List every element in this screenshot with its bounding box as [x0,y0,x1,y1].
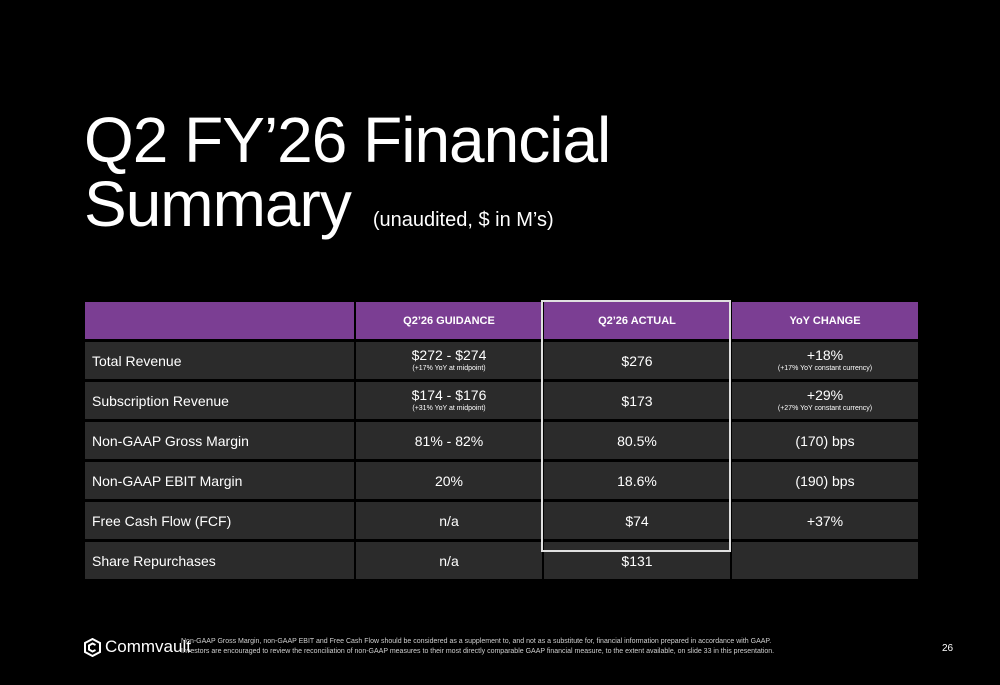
header-cell-metric [85,302,354,339]
yoy-cell [732,542,918,579]
financial-summary-table: Q2’26 GUIDANCE Q2’26 ACTUAL YoY CHANGE T… [85,302,918,582]
metric-cell: Non-GAAP Gross Margin [85,422,354,459]
logo-wordmark: Commvault [105,637,191,656]
actual-cell: $276 [544,342,730,379]
commvault-logo: Commvault [84,637,191,657]
disclaimer-line-1: Non-GAAP Gross Margin, non-GAAP EBIT and… [181,638,772,645]
slide-title: Q2 FY’26 Financial Summary (unaudited, $ … [84,108,611,252]
yoy-value: +18% [806,346,844,363]
metric-cell: Total Revenue [85,342,354,379]
metric-cell: Subscription Revenue [85,382,354,419]
guidance-cell: 20% [356,462,542,499]
guidance-note: (+17% YoY at midpoint) [412,364,486,372]
guidance-value: $272 - $274 [411,346,487,363]
yoy-cell: +37% [732,502,918,539]
guidance-value: $174 - $176 [411,386,487,403]
yoy-cell: +29% (+27% YoY constant currency) [732,382,918,419]
metric-cell: Non-GAAP EBIT Margin [85,462,354,499]
actual-cell: 80.5% [544,422,730,459]
guidance-cell: n/a [356,542,542,579]
yoy-note: (+17% YoY constant currency) [777,364,873,372]
metric-cell: Free Cash Flow (FCF) [85,502,354,539]
yoy-note: (+27% YoY constant currency) [777,404,873,412]
guidance-cell: n/a [356,502,542,539]
actual-cell: 18.6% [544,462,730,499]
page-number: 26 [942,643,954,654]
slide-subtitle: (unaudited, $ in M’s) [372,209,554,231]
guidance-cell: $272 - $274 (+17% YoY at midpoint) [356,342,542,379]
yoy-cell: (170) bps [732,422,918,459]
yoy-value: +29% [806,386,844,403]
disclaimer-line-2: Investors are encouraged to review the r… [181,648,775,655]
actual-cell: $173 [544,382,730,419]
actual-cell: $131 [544,542,730,579]
title-line-2: Summary [84,168,352,240]
header-cell-actual: Q2’26 ACTUAL [544,302,730,339]
title-line-1: Q2 FY’26 Financial [84,104,611,176]
header-cell-guidance: Q2’26 GUIDANCE [356,302,542,339]
guidance-note: (+31% YoY at midpoint) [412,404,486,412]
yoy-cell: (190) bps [732,462,918,499]
yoy-cell: +18% (+17% YoY constant currency) [732,342,918,379]
commvault-logo-icon [84,637,101,657]
footer-disclaimer: Non-GAAP Gross Margin, non-GAAP EBIT and… [181,637,881,657]
metric-cell: Share Repurchases [85,542,354,579]
actual-cell: $74 [544,502,730,539]
guidance-cell: 81% - 82% [356,422,542,459]
header-cell-yoy: YoY CHANGE [732,302,918,339]
guidance-cell: $174 - $176 (+31% YoY at midpoint) [356,382,542,419]
